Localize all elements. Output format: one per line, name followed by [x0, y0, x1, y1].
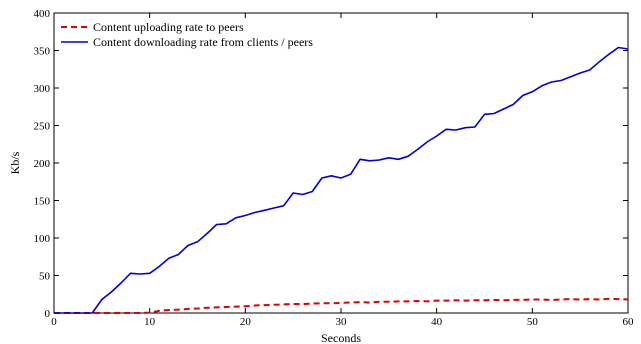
- series-layer: [54, 46, 629, 314]
- y-tick-label: 50: [39, 271, 51, 283]
- x-tick-label: 60: [623, 316, 635, 328]
- legend-label: Content uploading rate to peers: [93, 20, 244, 34]
- y-tick-label: 200: [34, 158, 51, 170]
- y-axis: 0 50 100 150 200 250 300 350 400: [34, 8, 628, 320]
- x-axis: 0 10 20 30 40 50 60: [51, 13, 634, 328]
- x-tick-label: 0: [51, 316, 57, 328]
- x-tick-label: 30: [336, 316, 348, 328]
- x-tick-label: 40: [431, 316, 443, 328]
- y-tick-label: 250: [34, 121, 51, 133]
- y-axis-label: Kb/s: [8, 151, 22, 174]
- y-tick-label: 0: [45, 308, 51, 320]
- series-line-1: [54, 46, 629, 314]
- y-tick-label: 100: [34, 233, 51, 245]
- x-axis-label: Seconds: [321, 331, 361, 344]
- plot-area: [53, 12, 629, 314]
- y-tick-label: 150: [34, 196, 51, 208]
- series-line-0: [54, 297, 629, 314]
- x-tick-label: 10: [144, 316, 156, 328]
- y-tick-label: 400: [34, 8, 51, 20]
- x-tick-label: 20: [240, 316, 252, 328]
- x-tick-label: 50: [527, 316, 539, 328]
- y-tick-label: 350: [34, 46, 51, 58]
- legend-label: Content downloading rate from clients / …: [93, 35, 313, 49]
- y-tick-label: 300: [34, 83, 51, 95]
